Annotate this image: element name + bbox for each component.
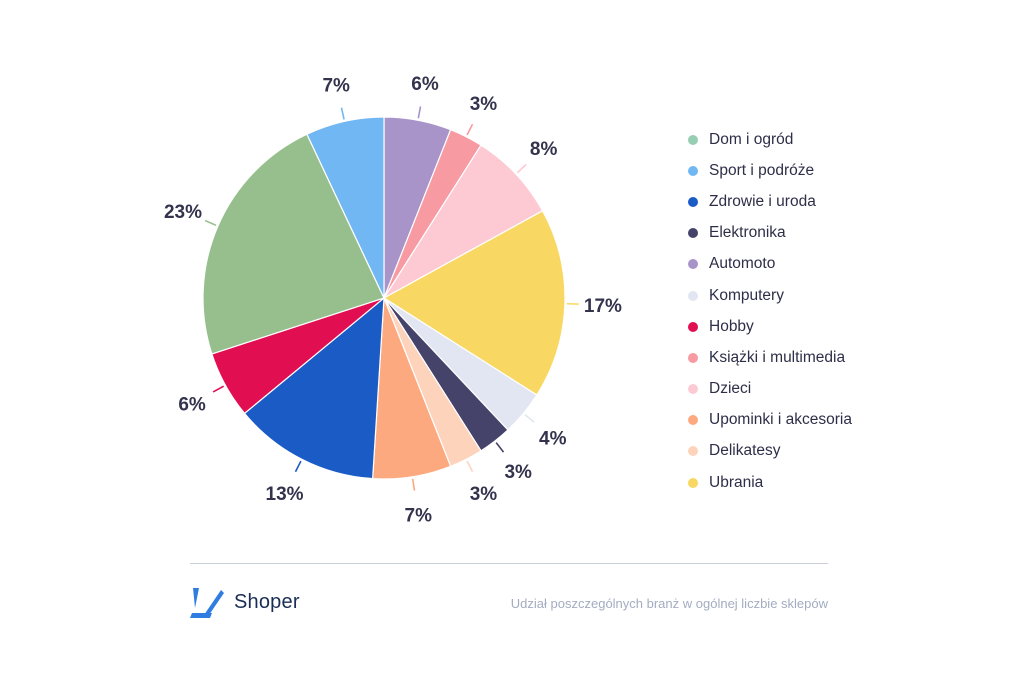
legend-item: Komputery bbox=[688, 280, 852, 311]
legend-label: Komputery bbox=[709, 286, 784, 304]
footer-divider bbox=[190, 563, 828, 564]
shoper-logo-icon bbox=[190, 588, 224, 618]
percent-label-zdrowie-i-uroda: 13% bbox=[266, 484, 304, 505]
legend-swatch bbox=[688, 228, 698, 239]
percent-label-automoto: 6% bbox=[411, 74, 439, 95]
leader-line-delikatesy bbox=[466, 460, 474, 473]
legend-swatch bbox=[688, 134, 698, 145]
legend-swatch bbox=[688, 165, 698, 176]
percent-label-dom-i-ogr-d: 23% bbox=[164, 202, 202, 223]
legend-label: Ubrania bbox=[709, 473, 764, 491]
leader-line-elektronika bbox=[495, 442, 505, 453]
legend-swatch bbox=[688, 446, 698, 457]
leader-line-komputery bbox=[524, 414, 535, 423]
legend-item: Automoto bbox=[688, 249, 852, 280]
legend-swatch bbox=[688, 477, 698, 488]
percent-label-ubrania: 17% bbox=[584, 296, 622, 317]
brand-logo: Shoper bbox=[190, 585, 300, 619]
legend-label: Książki i multimedia bbox=[709, 348, 846, 366]
legend-label: Elektronika bbox=[709, 224, 786, 242]
percent-label-dzieci: 8% bbox=[530, 139, 558, 160]
chart-caption: Udział poszczególnych branż w ogólnej li… bbox=[510, 596, 828, 611]
percent-label-ksi-ki-i-multimedia: 3% bbox=[470, 94, 498, 115]
legend-label: Dom i ogród bbox=[709, 130, 794, 148]
legend-item: Zdrowie i uroda bbox=[688, 186, 852, 217]
legend-swatch bbox=[688, 259, 698, 270]
percent-label-komputery: 4% bbox=[539, 429, 567, 450]
pie-slice-zdrowie-i-uroda bbox=[243, 296, 385, 480]
pie-slice-sport-i-podr-e bbox=[306, 116, 385, 299]
pie-slice-dzieci bbox=[383, 144, 544, 299]
leader-line-automoto bbox=[417, 106, 422, 119]
pie-percent-labels: 6% 3% 8% 17% 4% 3% 3% 7% 13% 6% 23% 7% bbox=[164, 74, 622, 526]
legend-label: Automoto bbox=[709, 255, 776, 273]
legend-swatch bbox=[688, 290, 698, 301]
legend-item: Sport i podróże bbox=[688, 155, 852, 186]
percent-label-delikatesy: 3% bbox=[470, 484, 498, 505]
leader-line-hobby bbox=[212, 385, 225, 393]
legend-item: Ubrania bbox=[688, 467, 852, 498]
leader-line-sport-i-podr-e bbox=[340, 107, 345, 120]
percent-label-sport-i-podr-e: 7% bbox=[322, 75, 350, 96]
pie-slice-ubrania bbox=[382, 209, 566, 396]
pie-leader-lines bbox=[204, 106, 579, 491]
legend-item: Upominki i akcesoria bbox=[688, 405, 852, 436]
legend-swatch bbox=[688, 415, 698, 426]
legend-swatch bbox=[688, 321, 698, 332]
leader-line-zdrowie-i-uroda bbox=[294, 460, 302, 473]
legend-label: Sport i podróże bbox=[709, 161, 815, 179]
legend-swatch bbox=[688, 352, 698, 363]
leader-line-ksi-ki-i-multimedia bbox=[466, 123, 474, 136]
percent-label-upominki-i-akcesoria: 7% bbox=[405, 505, 433, 526]
legend-label: Upominki i akcesoria bbox=[709, 411, 852, 429]
legend-swatch bbox=[688, 384, 698, 395]
percent-label-elektronika: 3% bbox=[504, 462, 532, 483]
leader-line-upominki-i-akcesoria bbox=[411, 478, 416, 491]
percent-label-hobby: 6% bbox=[178, 395, 206, 416]
leader-line-dom-i-ogr-d bbox=[204, 219, 217, 227]
brand-name: Shoper bbox=[234, 590, 300, 613]
legend-item: Dzieci bbox=[688, 374, 852, 405]
legend-label: Zdrowie i uroda bbox=[709, 192, 816, 210]
legend-item: Delikatesy bbox=[688, 436, 852, 467]
legend-label: Dzieci bbox=[709, 380, 752, 398]
legend-item: Hobby bbox=[688, 311, 852, 342]
leader-line-dzieci bbox=[516, 163, 527, 174]
legend-item: Książki i multimedia bbox=[688, 342, 852, 373]
legend-label: Hobby bbox=[709, 317, 754, 335]
pie-slice-dom-i-ogr-d bbox=[202, 133, 385, 355]
chart-legend: Dom i ogród Sport i podróże Zdrowie i urod… bbox=[688, 124, 852, 498]
legend-label: Delikatesy bbox=[709, 442, 781, 460]
legend-item: Dom i ogród bbox=[688, 124, 852, 155]
pie-slices bbox=[202, 116, 566, 480]
legend-swatch bbox=[688, 196, 698, 207]
legend-item: Elektronika bbox=[688, 218, 852, 249]
